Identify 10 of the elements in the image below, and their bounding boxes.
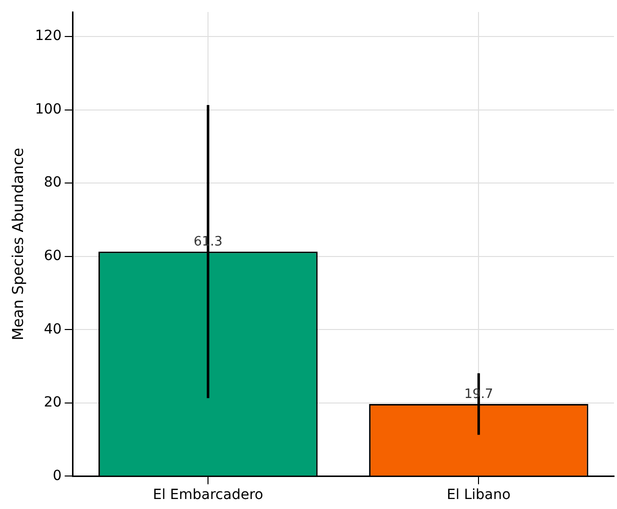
x-tick-label: El Libano: [446, 487, 511, 504]
y-tick-label: 100: [34, 101, 62, 118]
y-tick-label: 80: [44, 174, 62, 191]
y-tick-label: 0: [52, 468, 62, 484]
y-tick-label: 40: [44, 321, 62, 338]
y-tick-label: 20: [44, 394, 62, 411]
y-axis-title: Mean Species Abundance: [8, 148, 27, 340]
x-tick-label: El Embarcadero: [152, 487, 264, 504]
y-tick-label: 120: [34, 28, 62, 44]
y-tick-label: 60: [44, 248, 62, 264]
